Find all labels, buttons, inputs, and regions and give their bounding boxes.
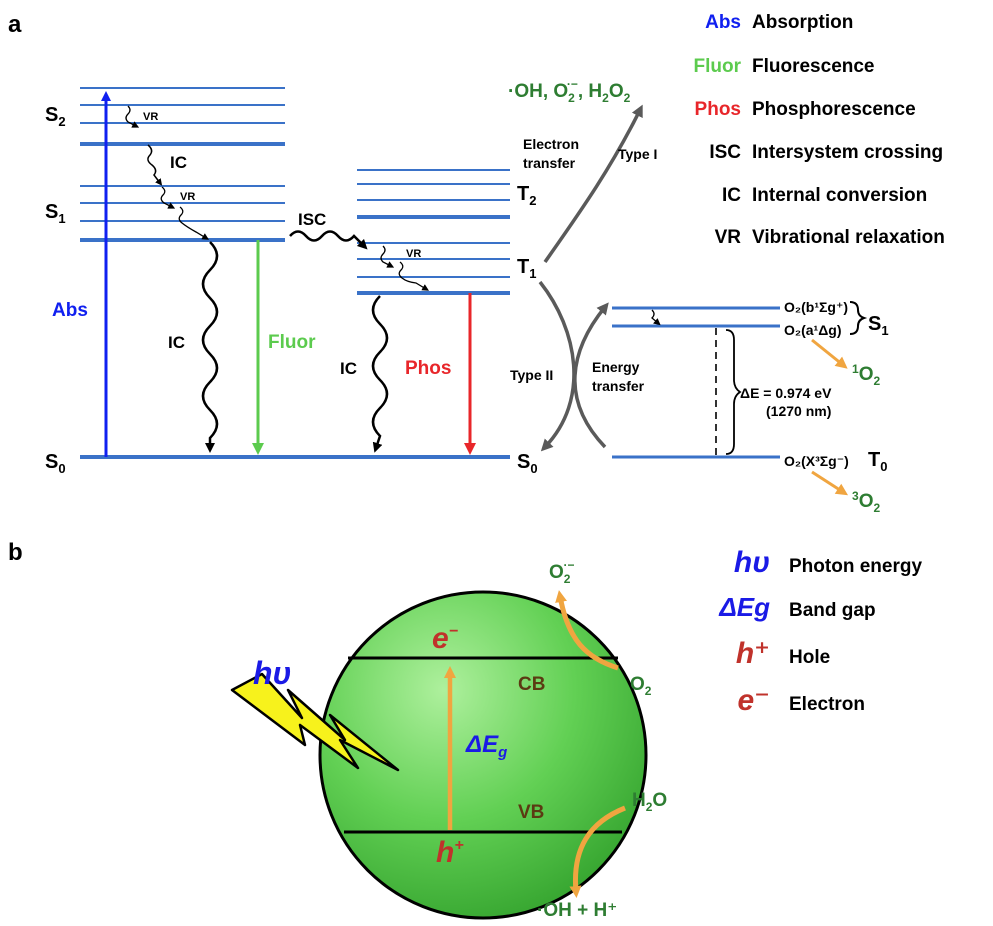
label-t2: T2 <box>517 183 536 208</box>
energy-transfer-label-2: transfer <box>592 378 645 394</box>
type2-arrow <box>538 280 576 452</box>
legend-a-text-3: Intersystem crossing <box>752 142 943 163</box>
photon-symbol: hυ <box>253 655 291 691</box>
electron-symbol: e− <box>432 622 458 655</box>
vr-arrow-s2 <box>125 105 140 128</box>
legend-a-abbr-4: IC <box>722 185 741 206</box>
cb-label: CB <box>518 674 545 695</box>
triplet-oxygen-product: 3O2 <box>852 489 880 515</box>
delta-e-label: ΔE = 0.974 eV <box>740 385 832 401</box>
vr-arrow-t1-upper <box>380 245 395 268</box>
energy-gap-brace <box>725 329 742 455</box>
oxygen-a-state: O₂(a¹Δg) <box>784 322 842 338</box>
legend-a-text-2: Phosphorescence <box>752 99 916 120</box>
legend-a-text-0: Absorption <box>752 12 853 33</box>
vr-label-s1: VR <box>180 191 195 203</box>
panel-label-a: a <box>8 11 22 38</box>
legend-b-symbol-1: ΔEg <box>718 592 770 622</box>
isc-label: ISC <box>298 210 326 229</box>
oxygen-s1-label: S1 <box>868 313 889 338</box>
legend-b: hυ Photon energy ΔEg Band gap h⁺ Hole e⁻ Electr… <box>718 546 922 717</box>
singlet-brace <box>849 301 868 335</box>
legend-b-text-2: Hole <box>789 647 830 668</box>
water-label: H2O <box>632 790 667 814</box>
legend-a: Abs Absorption Fluor Fluorescence Phos Phosph… <box>694 12 945 248</box>
oxygen-t0-label: T0 <box>868 449 887 474</box>
oxygen-x-state: O₂(X³Σg⁻) <box>784 453 849 469</box>
ic-label-upper: IC <box>170 153 187 172</box>
type2-label: Type II <box>510 367 553 383</box>
vb-label: VB <box>518 802 544 823</box>
legend-a-text-1: Fluorescence <box>752 56 875 77</box>
ic-arrow-s2-s1 <box>147 144 163 186</box>
ic-label-lower-left: IC <box>168 333 185 352</box>
legend-b-symbol-3: e⁻ <box>737 684 770 717</box>
triplet-oxygen-arrow <box>811 470 849 496</box>
ic-wavy-s1-s0 <box>201 241 219 453</box>
ic-wavy-t1-s0 <box>371 295 389 453</box>
panel-label-b: b <box>8 539 23 566</box>
energy-transfer-label-1: Energy <box>592 359 640 375</box>
legend-b-text-0: Photon energy <box>789 556 922 577</box>
fluor-label: Fluor <box>268 332 316 353</box>
oxygen-levels <box>612 306 780 459</box>
legend-a-abbr-5: VR <box>715 227 742 248</box>
label-s0: S0 <box>45 451 66 476</box>
vr-label-s2: VR <box>143 111 158 123</box>
legend-b-text-1: Band gap <box>789 600 876 621</box>
legend-a-abbr-3: ISC <box>709 142 741 163</box>
label-s0-right: S0 <box>517 451 538 476</box>
oxygen-reduction-arrow <box>555 590 619 671</box>
vr-arrow-s1-bottom <box>178 206 210 240</box>
oxygen-b-state: O₂(b¹Σg⁺) <box>784 299 848 315</box>
ros-products: ·OH, O2·−, H2O2 <box>508 77 631 105</box>
hydroxyl-label: ·OH + H⁺ <box>537 900 617 921</box>
triplet-levels <box>357 169 510 295</box>
legend-a-text-5: Vibrational relaxation <box>752 227 945 248</box>
vr-arrow-s1 <box>160 186 176 209</box>
oxygen-label: O2 <box>630 674 652 698</box>
superoxide-label: O2·− <box>549 558 574 586</box>
legend-b-text-3: Electron <box>789 694 865 715</box>
legend-a-abbr-0: Abs <box>705 12 741 33</box>
electron-transfer-label-2: transfer <box>523 155 576 171</box>
isc-wavy-arrow <box>289 230 368 250</box>
abs-label: Abs <box>52 300 88 321</box>
legend-b-symbol-2: h⁺ <box>736 637 770 670</box>
hole-symbol: h+ <box>436 836 464 869</box>
label-s2: S2 <box>45 104 66 129</box>
singlet-oxygen-product: 1O2 <box>852 362 880 388</box>
vr-label-t1: VR <box>406 248 421 260</box>
vr-arrow-t1-lower <box>398 261 430 291</box>
water-oxidation-arrow <box>569 805 626 898</box>
electron-transfer-label-1: Electron <box>523 136 579 152</box>
semiconductor-sphere <box>318 590 648 920</box>
type1-label: Type I <box>618 146 657 162</box>
singlet-levels-left <box>80 87 510 459</box>
wavelength-label: (1270 nm) <box>766 403 831 419</box>
singlet-oxygen-arrow <box>811 338 848 369</box>
label-s1: S1 <box>45 201 66 226</box>
energy-transfer-arrow <box>573 302 609 449</box>
legend-a-text-4: Internal conversion <box>752 185 927 206</box>
band-gap-symbol: ΔEg <box>465 731 507 761</box>
oxygen-relax-arrow <box>651 309 661 326</box>
legend-a-abbr-2: Phos <box>695 99 741 120</box>
legend-a-abbr-1: Fluor <box>694 56 742 77</box>
label-t1: T1 <box>517 256 536 281</box>
type1-arrow <box>543 104 643 264</box>
phos-label: Phos <box>405 358 451 379</box>
legend-b-symbol-0: hυ <box>734 546 770 579</box>
ic-label-lower-right: IC <box>340 359 357 378</box>
lightning-bolt-icon <box>230 672 400 772</box>
